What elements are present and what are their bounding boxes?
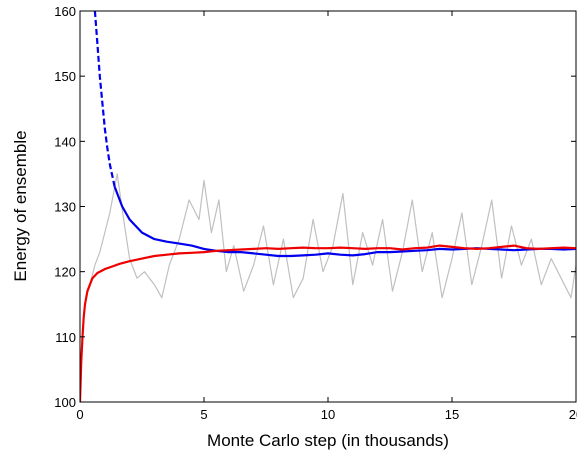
y-tick-label: 150: [54, 69, 76, 84]
y-tick-label: 130: [54, 200, 76, 215]
y-tick-label: 100: [54, 395, 76, 410]
series-line-2: [113, 186, 576, 258]
x-tick-label: 5: [200, 407, 207, 422]
y-tick-label: 160: [54, 4, 76, 19]
x-tick-label: 0: [76, 407, 83, 422]
x-axis-title: Monte Carlo step (in thousands): [207, 431, 449, 450]
y-axis-title: Energy of ensemble: [11, 130, 30, 281]
series-line-3: [80, 244, 576, 402]
y-tick-label: 120: [54, 265, 76, 280]
series-line-1: [93, 11, 116, 188]
series-layer: [80, 11, 576, 402]
ticks-layer: 0 5 10 15 20 100 110 120 130 140 150 160: [54, 4, 577, 422]
x-tick-label: 15: [445, 407, 459, 422]
y-tick-label: 110: [55, 330, 76, 345]
y-tick-label: 140: [54, 134, 76, 149]
plot-frame: [79, 10, 577, 403]
x-tick-label: 20: [569, 407, 577, 422]
x-tick-label: 10: [321, 407, 335, 422]
series-line-0: [89, 173, 576, 299]
